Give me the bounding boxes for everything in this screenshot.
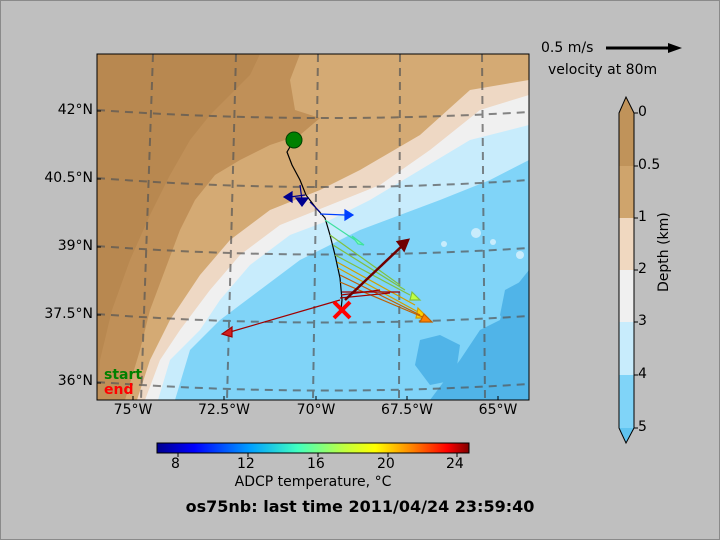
figure-title: os75nb: last time 2011/04/24 23:59:40 — [185, 497, 535, 516]
temp-tick-20: 20 — [377, 456, 395, 472]
map-area — [97, 54, 529, 400]
depth-bar-bottom-cap — [619, 428, 634, 443]
graticule — [97, 54, 529, 400]
end-legend-label: end — [104, 382, 134, 398]
lat-label-37-5n: 37.5°N — [44, 306, 93, 322]
lon-label-72-5w: 72.5°W — [197, 402, 250, 418]
start-marker — [285, 131, 303, 149]
depth-tick-5: 5 — [638, 419, 647, 435]
depth-colorbar — [618, 95, 638, 445]
depth-tick-3: 3 — [638, 313, 647, 329]
velocity-key-label: velocity at 80m — [548, 62, 658, 78]
lat-label-36n: 36°N — [57, 373, 93, 389]
depth-tick-0-5: 0.5 — [638, 157, 661, 173]
depth-tick-0: 0 — [638, 104, 647, 120]
velocity-arrows — [220, 184, 434, 338]
lat-label-40-5n: 40.5°N — [44, 170, 93, 186]
velocity-key-arrow — [606, 43, 682, 53]
land-shoreline — [97, 54, 260, 400]
map-border — [96, 53, 530, 401]
deep-patches — [415, 282, 529, 385]
depth-tick-2: 2 — [638, 261, 647, 277]
axis-ticks — [97, 110, 499, 400]
lat-label-39n: 39°N — [57, 238, 93, 254]
temp-tick-8: 8 — [171, 456, 180, 472]
lon-label-75w: 75°W — [113, 402, 153, 418]
depth-tick-4: 4 — [638, 366, 647, 382]
temp-tick-24: 24 — [446, 456, 464, 472]
depth-colorbar-label: Depth (km) — [656, 212, 672, 292]
velocity-key-speed: 0.5 m/s — [541, 40, 594, 56]
depth-bar-top-cap — [619, 97, 634, 113]
end-marker — [332, 300, 352, 320]
depth-tick-1: 1 — [638, 209, 647, 225]
temp-tick-16: 16 — [307, 456, 325, 472]
lon-label-65w: 65°W — [478, 402, 518, 418]
temperature-colorbar-label: ADCP temperature, °C — [234, 474, 392, 490]
lon-label-67-5w: 67.5°W — [380, 402, 433, 418]
seamounts — [441, 228, 524, 259]
lat-label-42n: 42°N — [57, 102, 93, 118]
lon-label-70w: 70°W — [296, 402, 336, 418]
temp-tick-12: 12 — [237, 456, 255, 472]
temperature-colorbar — [156, 442, 470, 457]
start-legend-label: start — [104, 367, 143, 383]
